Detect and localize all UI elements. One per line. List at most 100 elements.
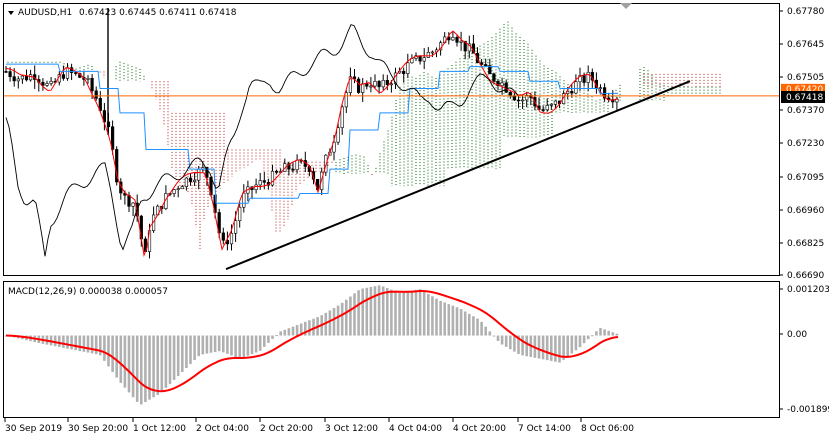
macd-histogram-bar: [353, 293, 356, 335]
macd-histogram-bar: [366, 288, 369, 336]
macd-histogram-bar: [292, 327, 295, 336]
candle: [115, 146, 118, 185]
macd-histogram-bar: [542, 336, 545, 360]
macd-histogram-bar: [87, 336, 90, 353]
macd-histogram-bar: [603, 329, 606, 335]
macd-histogram-bar: [361, 289, 364, 336]
macd-histogram-bar: [279, 331, 282, 335]
macd-histogram-bar: [521, 336, 524, 356]
macd-histogram-bar: [476, 319, 479, 336]
macd-histogram-bar: [587, 336, 590, 340]
time-tick-label: 4 Oct 04:00: [389, 424, 442, 434]
price-tick-label: 0.67370: [787, 106, 824, 116]
macd-histogram-bar: [402, 292, 405, 335]
macd-histogram-bar: [550, 336, 553, 361]
macd-histogram-bar: [144, 336, 147, 402]
macd-histogram-bar: [575, 336, 578, 351]
macd-histogram-bar: [226, 336, 229, 354]
macd-histogram-bar: [616, 334, 619, 336]
candle: [357, 77, 360, 94]
price-panel-frame: [4, 4, 780, 276]
price-tick-label: 0.67230: [787, 139, 824, 149]
macd-histogram-bar: [296, 325, 299, 335]
macd-histogram-bar: [329, 310, 332, 335]
macd-histogram-bar: [460, 309, 463, 335]
macd-histogram-bar: [70, 336, 73, 350]
current-price-tag: 0.67418: [781, 91, 825, 103]
macd-histogram-bar: [386, 288, 389, 335]
macd-histogram-bar: [370, 287, 373, 336]
macd-histogram-bar: [169, 336, 172, 384]
macd-histogram-bar: [161, 336, 164, 392]
macd-histogram-bar: [83, 336, 86, 352]
time-tick-label: 8 Oct 06:00: [581, 424, 634, 434]
time-tick-label: 7 Oct 14:00: [518, 424, 571, 434]
macd-histogram-bar: [165, 336, 168, 388]
macd-histogram-bar: [423, 292, 426, 336]
time-tick-label: 30 Sep 2019: [5, 424, 62, 434]
macd-histogram-bar: [337, 306, 340, 336]
macd-histogram-bar: [480, 322, 483, 336]
macd-histogram-bar: [398, 293, 401, 336]
macd-histogram-bar: [251, 336, 254, 355]
macd-histogram-bar: [111, 336, 114, 372]
macd-histogram-bar: [472, 316, 475, 335]
macd-histogram-bar: [571, 336, 574, 354]
macd-histogram-bar: [349, 297, 352, 336]
macd-histogram-bar: [202, 336, 205, 355]
price-tick-label: 0.67645: [787, 40, 824, 50]
macd-histogram-bar: [468, 314, 471, 336]
symbol-label: AUDUSD,H1: [18, 8, 72, 18]
macd-histogram-bar: [103, 336, 106, 361]
macd-histogram-bar: [210, 336, 213, 353]
time-tick-label: 4 Oct 20:00: [453, 424, 506, 434]
macd-histogram-bar: [140, 336, 143, 405]
macd-histogram-bar: [595, 331, 598, 335]
macd-histogram-bar: [546, 336, 549, 361]
macd-histogram-bar: [156, 336, 159, 395]
macd-histogram-bar: [394, 291, 397, 335]
time-tick-label: 30 Sep 20:00: [68, 424, 128, 434]
macd-histogram-bar: [173, 336, 176, 380]
svg-text:0.67418: 0.67418: [786, 93, 823, 103]
macd-axis: 0.001203 0.00 -0.001899: [779, 285, 829, 415]
macd-histogram-bar: [267, 336, 270, 343]
macd-histogram-bar: [214, 336, 217, 352]
macd-histogram-bar: [275, 335, 278, 336]
macd-histogram-bar: [74, 336, 77, 351]
macd-histogram-bar: [374, 286, 377, 335]
price-tick-label: 0.66960: [787, 206, 824, 216]
price-tick-label: 0.66690: [787, 271, 824, 281]
macd-histogram-bar: [271, 336, 274, 339]
macd-histogram-bar: [197, 336, 200, 357]
macd-histogram-bar: [189, 336, 192, 365]
macd-histogram-bar: [255, 336, 258, 353]
macd-histogram-bar: [91, 336, 94, 354]
macd-histogram-bar: [599, 328, 602, 336]
macd-histogram-bar: [448, 304, 451, 335]
macd-histogram-bar: [128, 336, 131, 393]
macd-histogram-bar: [333, 308, 336, 335]
macd-histogram-bar: [115, 336, 118, 378]
macd-histogram-bar: [493, 336, 496, 337]
macd-tick-label: 0.001203: [787, 285, 829, 295]
time-tick-label: 2 Oct 04:00: [196, 424, 249, 434]
macd-histogram-bar: [357, 290, 360, 335]
macd-histogram-bar: [505, 336, 508, 347]
macd-histogram-bar: [558, 336, 561, 363]
macd-histogram-bar: [411, 291, 414, 336]
macd-histogram-bar: [591, 335, 594, 336]
macd-histogram-bar: [284, 330, 287, 336]
macd-histogram-bar: [443, 303, 446, 336]
macd-label: MACD(12,26,9) 0.000038 0.000057: [8, 287, 168, 297]
macd-histogram-bar: [247, 336, 250, 356]
macd-histogram-bar: [152, 336, 155, 398]
macd-histogram-bar: [464, 311, 467, 335]
time-tick-label: 3 Oct 12:00: [325, 424, 378, 434]
macd-histogram-bar: [439, 301, 442, 336]
price-tick-label: 0.67095: [787, 173, 824, 183]
macd-histogram-bar: [390, 290, 393, 336]
macd-histogram-bar: [427, 294, 430, 336]
